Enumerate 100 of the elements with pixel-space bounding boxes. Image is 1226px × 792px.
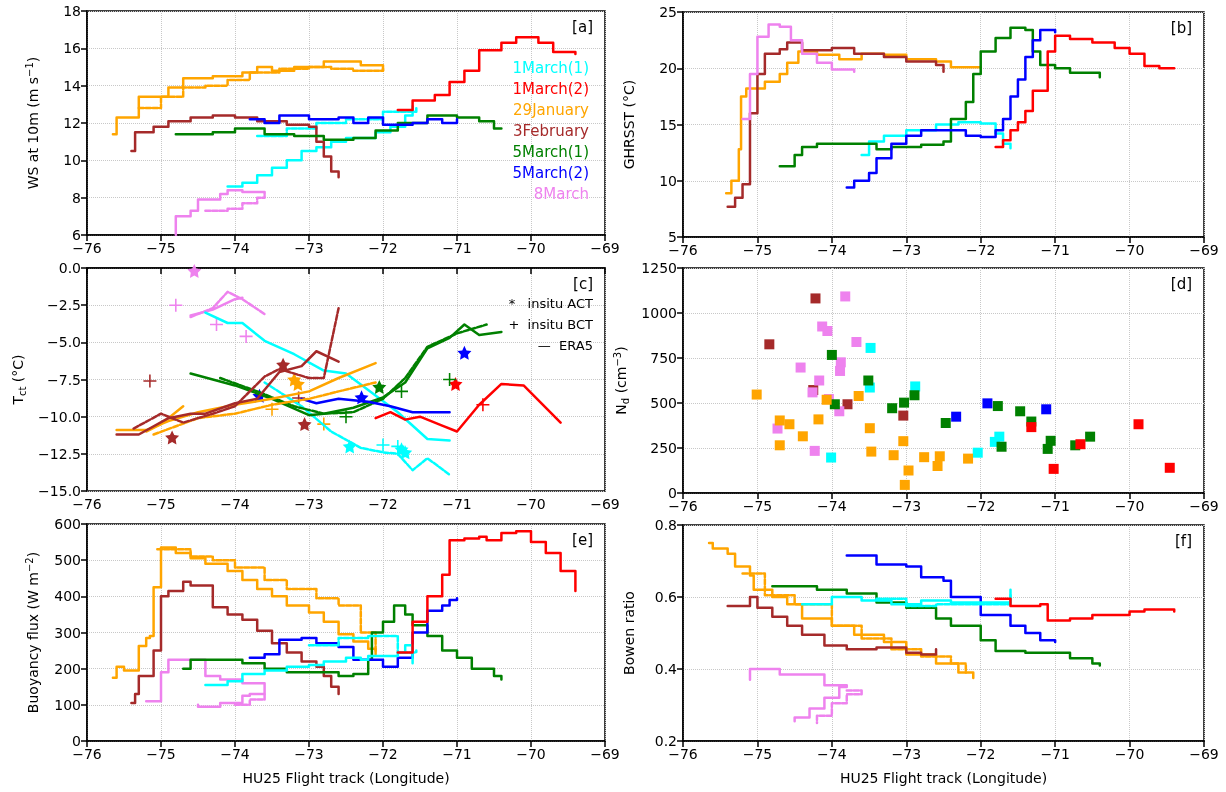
y-tick-label: 500 <box>54 552 81 569</box>
annotation: + insitu BCT <box>508 317 594 332</box>
x-tick-label: −70 <box>1114 746 1145 762</box>
y-tick-label: 14 <box>63 77 82 94</box>
x-tick-label: −74 <box>220 496 250 512</box>
y-axis-title: Nd (cm−3) <box>611 346 631 415</box>
series-label: 5March(1) <box>512 143 589 161</box>
annotation: [d] <box>1170 274 1193 293</box>
x-tick-label: −72 <box>965 746 996 762</box>
y-tick-label: 1250 <box>641 260 677 276</box>
y-tick-label: 0 <box>668 485 677 501</box>
text: 8March <box>533 185 589 203</box>
x-tick-label: −71 <box>1040 242 1070 258</box>
x-tick-label: −75 <box>146 746 176 762</box>
x-tick-label: −69 <box>590 496 620 512</box>
x-tick-label: −75 <box>742 746 773 762</box>
y-tick-label: −12.5 <box>38 445 81 462</box>
y-tick-label: 10 <box>659 172 677 189</box>
x-tick-label: −70 <box>516 496 546 512</box>
x-tick-label: −75 <box>146 496 176 512</box>
y-tick-label: 0 <box>72 733 81 749</box>
text: 1March(1) <box>512 59 589 77</box>
y-tick-label: 20 <box>659 60 677 77</box>
y-tick-label: 250 <box>650 440 677 456</box>
annotation: [e] <box>572 530 593 549</box>
y-axis-title: Tct (°C) <box>10 354 28 406</box>
x-tick-label: −73 <box>294 746 324 762</box>
x-tick-label: −70 <box>1114 242 1145 258</box>
y-tick-label: 300 <box>54 624 81 641</box>
x-tick-label: −71 <box>442 496 472 512</box>
y-axis-title: GHRSST (°C) <box>621 79 637 170</box>
x-tick-label: −72 <box>965 498 996 514</box>
annotation: [a] <box>572 17 594 36</box>
y-tick-label: 0.6 <box>654 589 678 605</box>
x-tick-label: −69 <box>590 240 620 256</box>
y-tick-label: 200 <box>54 660 81 677</box>
y-axis-title: Bowen ratio <box>621 591 637 675</box>
annotation: [f] <box>1175 531 1193 550</box>
x-tick-label: −72 <box>368 496 398 512</box>
y-tick-label: 400 <box>54 588 81 605</box>
y-tick-label: 18 <box>63 3 81 19</box>
text: 3February <box>512 122 590 140</box>
x-tick-label: −71 <box>1040 498 1070 514</box>
text: 29January <box>513 101 590 119</box>
y-tick-label: 10 <box>63 152 81 169</box>
x-tick-label: −73 <box>294 496 324 512</box>
y-tick-label: −2.5 <box>47 297 81 314</box>
x-tick-label: −72 <box>965 242 996 258</box>
x-tick-label: −75 <box>146 240 176 256</box>
x-tick-label: −72 <box>368 240 398 256</box>
y-tick-label: 6 <box>72 227 82 243</box>
y-tick-label: 25 <box>659 4 677 20</box>
x-tick-label: −76 <box>668 498 698 514</box>
x-tick-label: −75 <box>742 242 773 258</box>
annotation: [c] <box>573 274 593 293</box>
x-tick-label: −76 <box>72 240 102 256</box>
x-tick-label: −70 <box>516 240 546 256</box>
x-tick-label: −73 <box>891 746 922 762</box>
x-tick-label: −74 <box>817 746 847 762</box>
x-tick-label: −71 <box>442 240 472 256</box>
x-tick-label: −72 <box>368 746 398 762</box>
x-tick-label: −71 <box>1040 746 1070 762</box>
x-tick-label: −76 <box>72 496 102 512</box>
x-tick-label: −76 <box>668 242 698 258</box>
x-axis-title: HU25 Flight track (Longitude) <box>242 770 450 786</box>
x-tick-label: −70 <box>516 746 546 762</box>
y-tick-label: 0.0 <box>58 260 81 276</box>
y-tick-label: −10.0 <box>38 408 81 425</box>
y-tick-label: 5 <box>668 229 677 245</box>
y-tick-label: 0.8 <box>654 517 677 533</box>
y-tick-label: 16 <box>63 40 82 57</box>
y-axis-title: Buoyancy flux (W m−2) <box>23 551 41 714</box>
x-tick-label: −73 <box>891 498 922 514</box>
x-tick-label: −69 <box>1189 746 1219 762</box>
text: 5March(2) <box>512 164 589 182</box>
y-tick-label: 500 <box>650 395 677 411</box>
x-tick-label: −69 <box>1189 498 1219 514</box>
y-tick-label: 100 <box>54 696 81 713</box>
y-tick-label: 0.4 <box>654 661 678 677</box>
x-tick-label: −76 <box>668 746 698 762</box>
y-tick-label: −15.0 <box>38 483 81 499</box>
y-tick-label: −7.5 <box>47 371 81 388</box>
x-tick-label: −74 <box>220 746 250 762</box>
x-tick-label: −75 <box>742 498 773 514</box>
annotation: * insitu ACT <box>508 296 594 311</box>
x-tick-label: −69 <box>1189 242 1219 258</box>
series-label: 1March(2) <box>512 80 589 98</box>
x-tick-label: −73 <box>294 240 324 256</box>
x-tick-label: −74 <box>817 498 847 514</box>
y-axis-title: WS at 10m (m s−1) <box>23 56 41 190</box>
y-tick-label: 8 <box>72 189 81 206</box>
x-tick-label: −74 <box>220 240 250 256</box>
y-tick-label: 15 <box>659 116 677 133</box>
y-tick-label: 12 <box>63 115 81 131</box>
y-tick-label: 0.2 <box>654 733 677 749</box>
x-tick-label: −73 <box>891 242 922 258</box>
y-tick-label: 1000 <box>641 305 677 321</box>
annotation: [b] <box>1170 18 1193 37</box>
x-tick-label: −70 <box>1114 498 1145 514</box>
x-tick-label: −71 <box>442 746 472 762</box>
